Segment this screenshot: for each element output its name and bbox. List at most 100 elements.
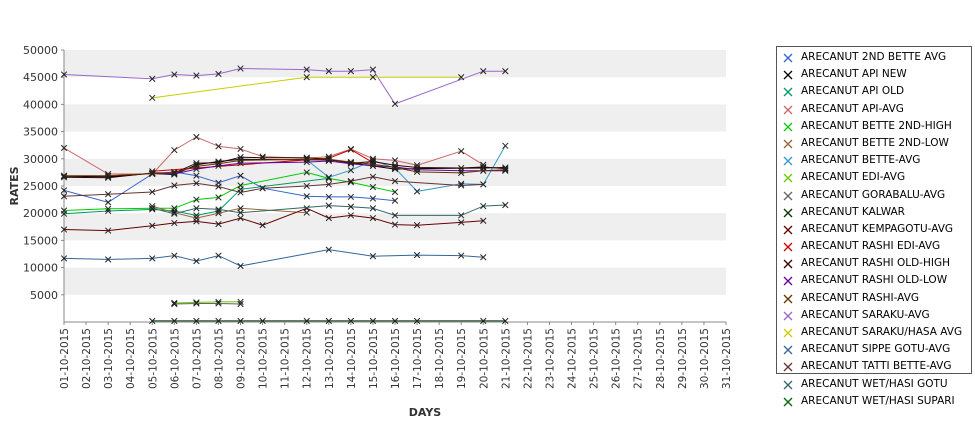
x-tick-label: 08-10-2015: [213, 328, 225, 389]
legend-swatch: [783, 208, 793, 218]
data-point: [215, 300, 222, 307]
data-point: [391, 177, 399, 185]
data-point: [391, 212, 399, 219]
data-point: [104, 173, 112, 180]
legend-label: ARECANUT API-AVG: [801, 102, 904, 115]
x-tick-label: 29-10-2015: [677, 328, 689, 389]
data-point: [502, 68, 509, 75]
data-point: [60, 255, 68, 262]
legend-swatch: [783, 276, 793, 286]
x-tick-label: 22-10-2015: [522, 328, 534, 389]
data-point: [237, 214, 244, 222]
data-point: [480, 202, 487, 210]
series-line: [63, 171, 396, 211]
x-tick-label: 20-10-2015: [478, 328, 490, 389]
data-point: [369, 253, 377, 260]
data-point: [347, 203, 355, 210]
legend-marker-icon: [783, 276, 793, 286]
data-point: [369, 173, 377, 180]
x-tick-label: 24-10-2015: [567, 328, 579, 389]
data-point: [347, 167, 355, 174]
data-point: [325, 317, 332, 325]
data-point: [104, 227, 112, 234]
data-point: [369, 214, 377, 222]
y-tick-label: 40000: [23, 98, 58, 111]
legend-label: ARECANUT API OLD: [801, 85, 905, 98]
legend-label: ARECANUT API NEW: [801, 68, 907, 81]
legend-marker-icon: [783, 294, 793, 304]
data-point: [171, 169, 178, 177]
data-point: [480, 181, 487, 188]
data-point: [369, 205, 377, 212]
data-point: [480, 317, 487, 325]
data-point: [325, 193, 332, 201]
legend-swatch: [783, 380, 793, 390]
series-19: [149, 201, 509, 219]
legend-swatch: [783, 311, 793, 321]
data-point: [171, 300, 178, 308]
data-point: [458, 164, 465, 172]
data-point: [303, 156, 310, 163]
legend-label: ARECANUT RASHI OLD-LOW: [801, 274, 948, 287]
data-point: [325, 181, 332, 188]
data-point: [391, 100, 399, 108]
legend-marker-icon: [783, 397, 793, 407]
legend-label: ARECANUT RASHI-AVG: [801, 291, 920, 304]
legend-item: ARECANUT KEMPAGOTU-AVG: [777, 221, 971, 238]
x-tick-label: 06-10-2015: [169, 328, 181, 389]
data-point: [347, 177, 355, 185]
x-tick-label: 04-10-2015: [125, 328, 137, 389]
legend-label: ARECANUT BETTE 2ND-LOW: [801, 136, 949, 149]
data-point: [237, 189, 244, 196]
data-point: [303, 317, 310, 325]
data-point: [347, 68, 355, 75]
legend-swatch: [783, 294, 793, 304]
data-point: [149, 255, 156, 262]
data-point: [237, 172, 244, 179]
grid-band: [64, 213, 726, 241]
data-point: [325, 246, 332, 253]
data-point: [193, 205, 200, 212]
data-point: [480, 167, 487, 174]
data-point: [458, 219, 465, 226]
data-point: [369, 195, 377, 202]
legend-marker-icon: [783, 105, 793, 115]
legend-item: ARECANUT SARAKU/HASA AVG: [777, 324, 971, 341]
legend: ARECANUT 2ND BETTE AVG ARECANUT API NEW AR…: [776, 46, 972, 407]
x-tick-label: 13-10-2015: [324, 328, 336, 389]
x-tick-label: 10-10-2015: [258, 328, 270, 389]
legend-item: ARECANUT 2ND BETTE AVG: [777, 49, 971, 66]
series-line: [152, 204, 506, 216]
data-point: [149, 94, 156, 102]
data-point: [391, 317, 399, 325]
y-tick-label: 15000: [23, 234, 58, 247]
data-point: [259, 185, 266, 192]
legend-label: ARECANUT GORABALU-AVG: [801, 188, 946, 201]
legend-swatch: [783, 53, 793, 63]
series-line: [64, 158, 506, 177]
y-tick-label: 5000: [30, 289, 58, 302]
legend-label: ARECANUT SIPPE GOTU-AVG: [801, 343, 951, 356]
data-point: [237, 209, 244, 216]
data-point: [104, 205, 112, 213]
data-point: [215, 252, 222, 259]
legend-label: ARECANUT WET/HASI SUPARI: [801, 394, 955, 407]
data-point: [303, 205, 310, 212]
data-point: [215, 317, 222, 325]
legend-item: ARECANUT BETTE 2ND-HIGH: [777, 118, 971, 135]
x-axis-title: DAYS: [409, 406, 442, 419]
legend-label: ARECANUT BETTE-AVG: [801, 154, 921, 167]
x-tick-label: 12-10-2015: [302, 328, 314, 389]
legend-swatch: [783, 105, 793, 115]
grid-band: [64, 267, 726, 295]
data-point: [391, 221, 399, 228]
x-tick-label: 03-10-2015: [103, 328, 115, 389]
data-point: [303, 66, 310, 73]
x-tick-label: 25-10-2015: [589, 328, 601, 389]
data-point: [193, 172, 200, 179]
data-point: [149, 75, 156, 82]
data-point: [215, 160, 222, 167]
series-line: [63, 177, 329, 216]
data-point: [369, 183, 377, 191]
